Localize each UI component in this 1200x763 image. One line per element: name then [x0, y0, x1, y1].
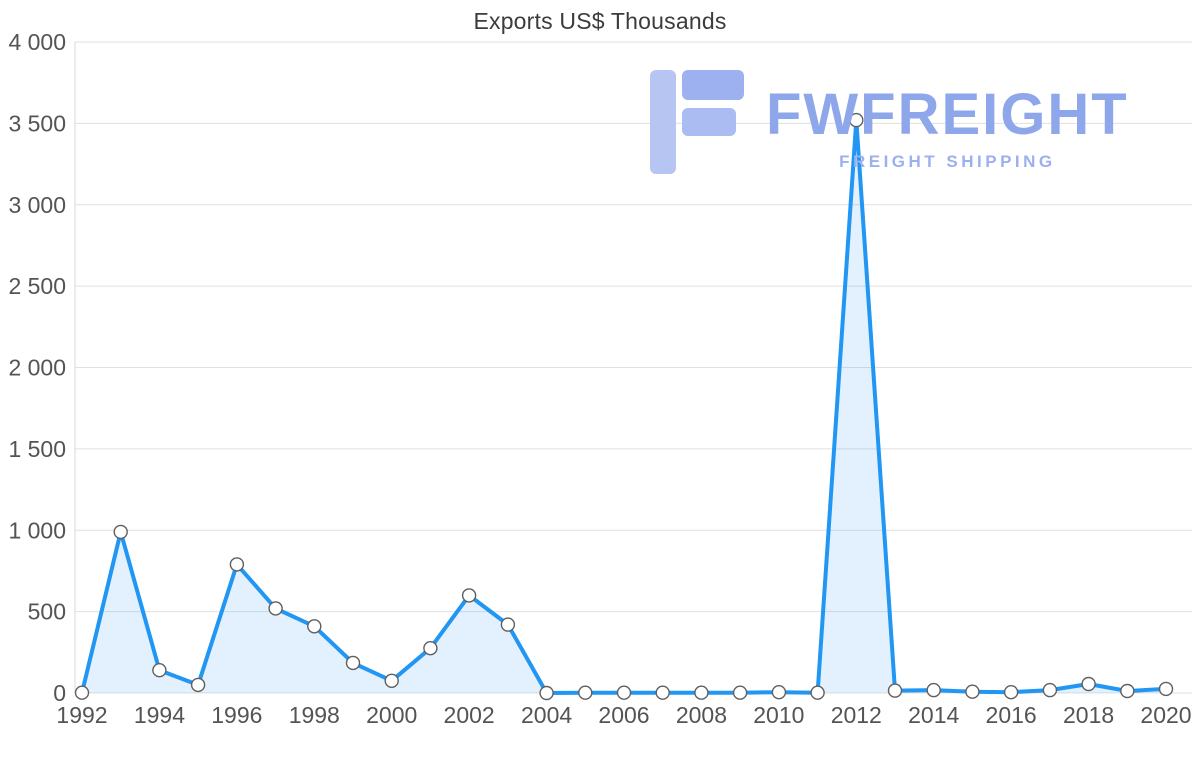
data-point-marker[interactable]	[1120, 683, 1135, 699]
x-axis-label: 1998	[289, 702, 340, 728]
data-point-marker[interactable]	[307, 619, 322, 634]
data-point-marker[interactable]	[384, 673, 399, 688]
y-axis-label: 500	[28, 599, 66, 625]
x-axis-label: 2018	[1063, 702, 1114, 728]
x-axis-label: 2006	[598, 702, 649, 728]
data-point-marker[interactable]	[810, 685, 825, 700]
x-axis-label: 2010	[753, 702, 804, 728]
data-point-marker[interactable]	[423, 641, 438, 656]
data-point-marker[interactable]	[578, 685, 593, 700]
data-point-marker[interactable]	[887, 683, 903, 698]
data-point-marker[interactable]	[1081, 676, 1096, 692]
data-point-marker[interactable]	[229, 557, 245, 572]
data-point-marker[interactable]	[539, 685, 554, 701]
y-axis-label: 2 000	[8, 355, 66, 381]
data-point-marker[interactable]	[1158, 681, 1174, 697]
x-axis-label: 2014	[908, 702, 959, 728]
data-point-marker[interactable]	[190, 677, 206, 693]
data-point-marker[interactable]	[655, 685, 670, 700]
data-point-marker[interactable]	[771, 685, 787, 700]
data-point-marker[interactable]	[1003, 685, 1019, 700]
x-axis-label: 2008	[676, 702, 727, 728]
data-point-marker[interactable]	[152, 663, 167, 678]
y-axis-label: 1 000	[8, 517, 66, 543]
data-point-marker[interactable]	[965, 684, 980, 699]
x-axis-label: 2020	[1140, 702, 1191, 728]
x-axis-label: 2002	[444, 702, 495, 728]
data-point-marker[interactable]	[113, 524, 128, 540]
y-axis-label: 1 500	[8, 436, 66, 462]
y-axis-label: 2 500	[8, 273, 66, 299]
data-point-marker[interactable]	[345, 655, 361, 671]
x-axis-label: 2000	[366, 702, 417, 728]
data-point-marker[interactable]	[732, 685, 748, 700]
x-axis-label: 2012	[831, 702, 882, 728]
x-axis-label: 1992	[56, 702, 107, 728]
chart-title: Exports US$ Thousands	[473, 8, 727, 34]
data-point-marker[interactable]	[926, 682, 941, 698]
data-point-marker[interactable]	[268, 601, 283, 616]
x-axis-label: 1996	[211, 702, 262, 728]
data-point-marker[interactable]	[694, 685, 709, 700]
area-fill	[82, 120, 1166, 694]
y-axis-label: 3 000	[8, 192, 66, 218]
data-point-marker[interactable]	[1042, 682, 1058, 698]
y-axis-label: 4 000	[8, 29, 66, 55]
y-axis-label: 3 500	[8, 110, 66, 136]
x-axis-label: 2016	[986, 702, 1037, 728]
data-point-marker[interactable]	[500, 617, 516, 632]
x-axis-label: 1994	[134, 702, 185, 728]
data-point-marker[interactable]	[74, 685, 90, 700]
data-point-marker[interactable]	[461, 588, 477, 603]
data-point-marker[interactable]	[616, 685, 632, 700]
x-axis-label: 2004	[521, 702, 572, 728]
y-axis-label: 0	[53, 680, 66, 706]
data-point-marker[interactable]	[849, 112, 864, 128]
